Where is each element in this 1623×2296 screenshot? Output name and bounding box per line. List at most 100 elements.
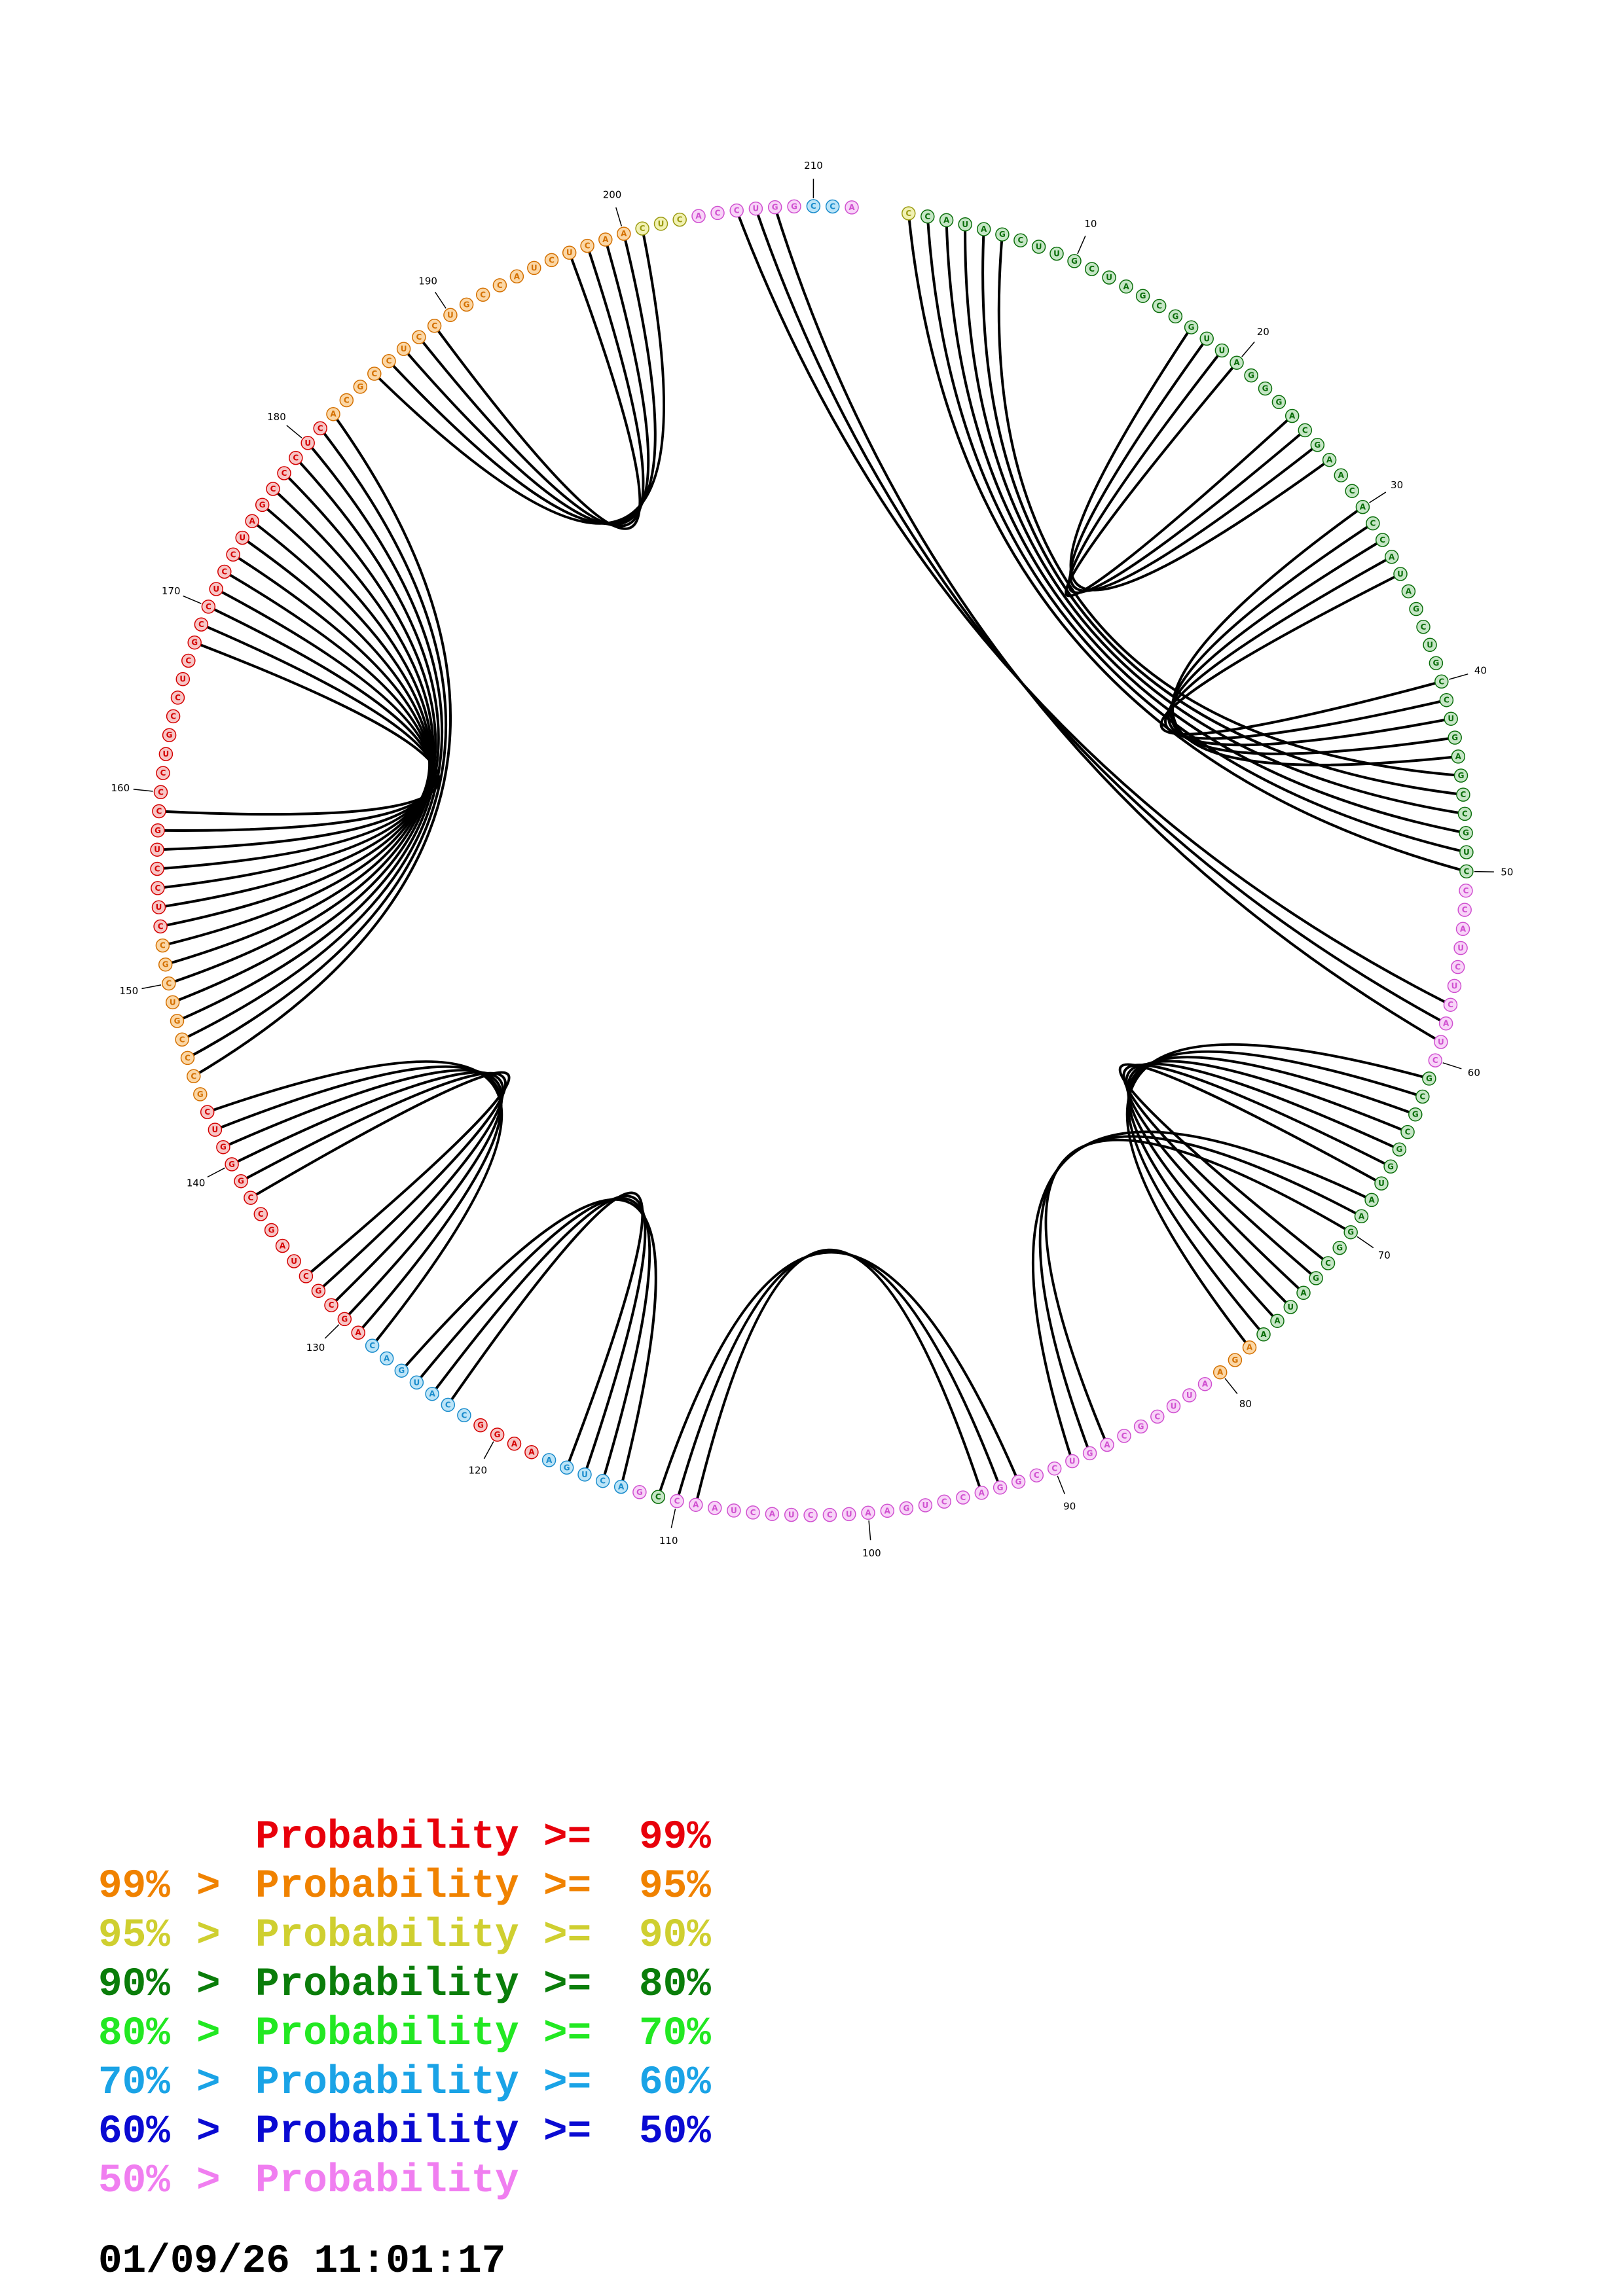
nucleotide-circle [1150, 1409, 1165, 1424]
nucleotide: C [1457, 806, 1472, 821]
nucleotide-circle [255, 497, 270, 512]
legend-ge-symbol: >= [543, 1864, 592, 1909]
nucleotide-letter: A [1217, 1368, 1224, 1377]
nucleotide: C [155, 938, 170, 953]
nucleotide-circle [1049, 246, 1064, 261]
nucleotide: C [166, 709, 181, 724]
nucleotide: U [727, 1503, 741, 1518]
position-label: 40 [1474, 664, 1487, 676]
nucleotide-letter: A [280, 1242, 286, 1251]
nucleotide-letter: A [602, 235, 609, 244]
nucleotide-letter: G [999, 230, 1006, 239]
nucleotide: U [301, 436, 315, 450]
nucleotide-letter: G [1087, 1448, 1093, 1458]
nucleotide-letter: G [1015, 1477, 1022, 1486]
nucleotide-circle [995, 227, 1010, 242]
nucleotide: G [1459, 825, 1473, 840]
position-label: 10 [1084, 218, 1097, 230]
nucleotide-circle [1242, 1340, 1257, 1355]
base-pair-arc [676, 1250, 1002, 1502]
nucleotide-letter: A [1274, 1316, 1281, 1325]
position-label: 30 [1391, 479, 1403, 491]
nucleotide-letter: C [221, 567, 227, 577]
nucleotide-circle [541, 1453, 556, 1467]
legend-gt-symbol: > [196, 2011, 221, 2056]
nucleotide: C [1029, 1468, 1044, 1482]
nucleotide-circle [492, 278, 507, 293]
legend-lower-bound: 60% [98, 2109, 170, 2155]
nucleotide: G [632, 1485, 647, 1499]
legend-gt-symbol: > [196, 2109, 221, 2155]
nucleotide: G [353, 380, 368, 394]
nucleotide-circle [1354, 1209, 1369, 1224]
nucleotide: C [365, 1338, 380, 1353]
nucleotide: A [1322, 452, 1337, 467]
nucleotide-letter: G [1426, 1074, 1432, 1083]
nucleotide: G [1409, 601, 1423, 617]
nucleotide: G [1309, 1271, 1323, 1285]
nucleotide-circle [746, 1505, 760, 1520]
nucleotide-circle [425, 1386, 439, 1401]
nucleotide: C [367, 367, 382, 381]
nucleotide: C [1457, 903, 1472, 917]
position-label: 150 [120, 985, 139, 997]
position-label: 50 [1501, 866, 1513, 878]
nucleotide-letter: G [1262, 384, 1269, 393]
nucleotide-letter: C [185, 1053, 191, 1062]
nucleotide-circle [158, 957, 173, 972]
nucleotide: G [1429, 656, 1444, 670]
nucleotide-letter: U [1448, 714, 1454, 723]
legend-row: 80% > Probability >= 70% [98, 2009, 818, 2058]
nucleotide-letter: A [981, 224, 987, 234]
nucleotide-circle [1135, 289, 1150, 303]
nucleotide-letter: G [268, 1226, 275, 1235]
base-pair-arc [1125, 1062, 1400, 1294]
nucleotide-circle [275, 1238, 290, 1253]
nucleotide-letter: C [1349, 486, 1355, 495]
nucleotide: A [880, 1503, 895, 1518]
legend-row: 60% > Probability >= 50% [98, 2108, 818, 2157]
nucleotide: C [187, 1069, 201, 1084]
nucleotide-circle [822, 1507, 837, 1522]
nucleotide: A [765, 1507, 780, 1521]
nucleotide-circle [367, 367, 382, 381]
nucleotide: C [412, 330, 426, 344]
nucleotide: U [1459, 845, 1474, 859]
nucleotide: C [150, 861, 164, 876]
nucleotide: C [1459, 864, 1474, 879]
nucleotide: U [208, 1122, 223, 1137]
probability-legend: Probability >= 99% 99% > Probability >= 95% 95… [98, 1813, 818, 2206]
base-pair-arc [214, 1065, 503, 1334]
base-pair-arc [165, 503, 433, 966]
nucleotide: C [201, 600, 216, 614]
nucleotide-circle [1459, 864, 1474, 879]
nucleotide-letter: C [1325, 1259, 1331, 1268]
nucleotide-circle [617, 226, 631, 241]
base-pair-arc [181, 442, 443, 1041]
nucleotide-letter: A [511, 1439, 518, 1448]
nucleotide-letter: U [1287, 1302, 1294, 1312]
nucleotide-letter: C [247, 1193, 253, 1202]
nucleotide-letter: U [170, 997, 176, 1007]
nucleotide: C [492, 278, 507, 293]
nucleotide-circle [939, 213, 954, 228]
nucleotide: U [158, 747, 173, 761]
nucleotide: C [921, 209, 935, 224]
nucleotide-circle [1401, 584, 1416, 599]
nucleotide: A [1451, 749, 1466, 764]
legend-row: 99% > Probability >= 95% [98, 1862, 818, 1911]
nucleotide: U [165, 995, 180, 1010]
nucleotide: A [689, 1498, 703, 1512]
nucleotide-letter: A [693, 1500, 699, 1509]
nucleotide-letter: U [1186, 1391, 1193, 1400]
nucleotide-circle [632, 1485, 647, 1499]
base-pair-arc [447, 1191, 644, 1469]
nucleotide-letter: A [1338, 471, 1345, 480]
nucleotide-letter: A [546, 1456, 553, 1465]
nucleotide: C [153, 919, 168, 934]
nucleotide-circle [1423, 637, 1437, 653]
nucleotide-letter: G [259, 500, 266, 509]
nucleotide-letter: A [249, 516, 255, 526]
nucleotide-letter: C [293, 454, 299, 463]
base-pair-arc [1126, 1060, 1408, 1308]
